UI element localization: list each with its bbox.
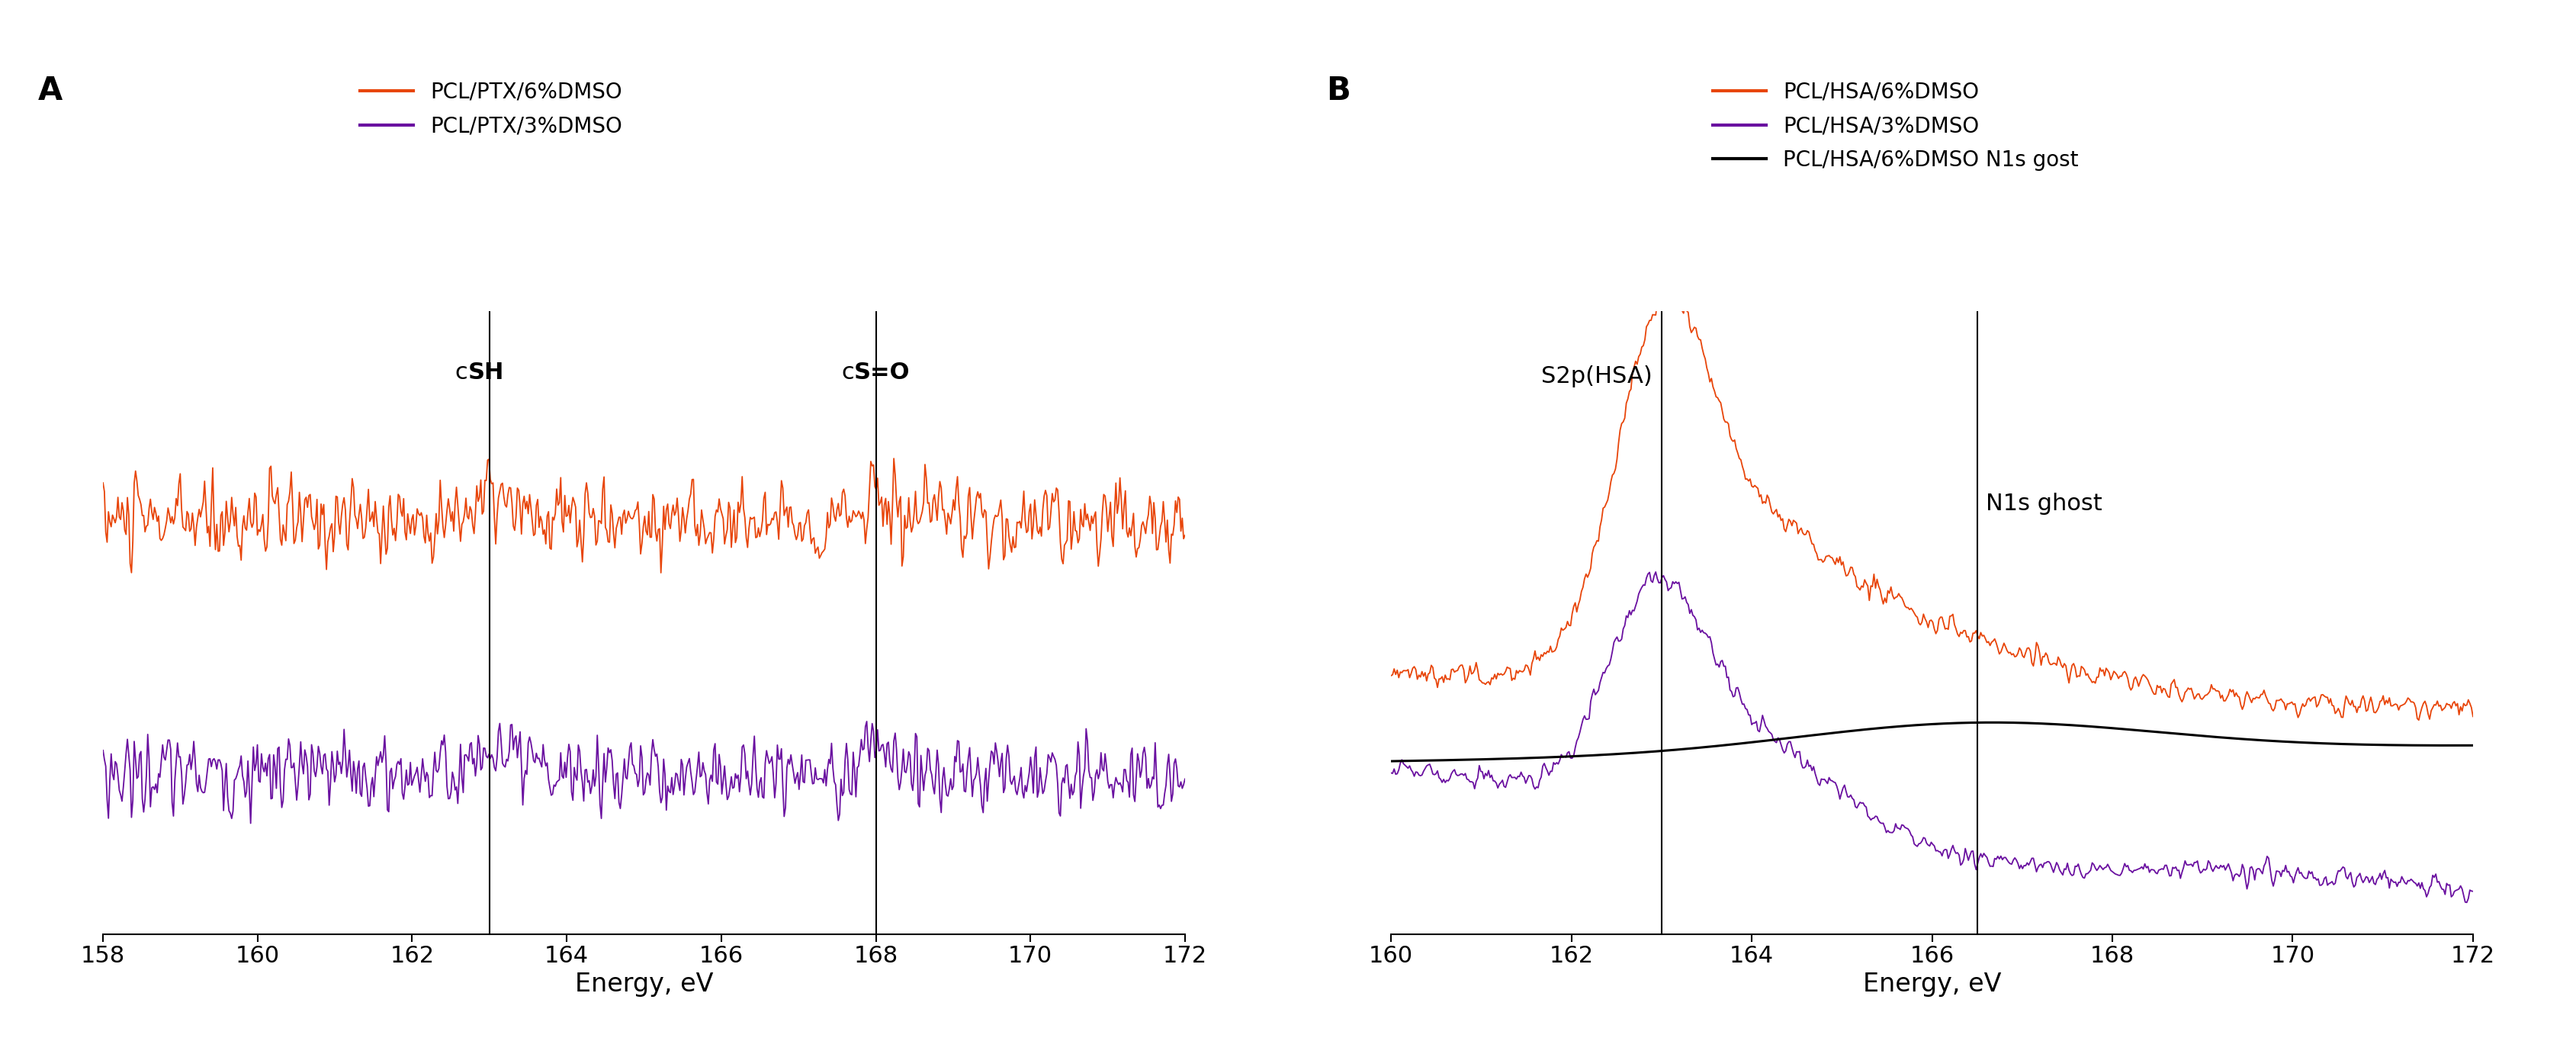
X-axis label: Energy, eV: Energy, eV (574, 972, 714, 996)
Text: c: c (456, 361, 469, 384)
Text: A: A (39, 75, 62, 107)
Text: c: c (842, 361, 855, 384)
Legend: PCL/PTX/6%DMSO, PCL/PTX/3%DMSO: PCL/PTX/6%DMSO, PCL/PTX/3%DMSO (353, 73, 631, 145)
Legend: PCL/HSA/6%DMSO, PCL/HSA/3%DMSO, PCL/HSA/6%DMSO N1s gost: PCL/HSA/6%DMSO, PCL/HSA/3%DMSO, PCL/HSA/… (1705, 73, 2087, 180)
Text: N1s ghost: N1s ghost (1986, 493, 2102, 515)
Text: B: B (1327, 75, 1350, 107)
Text: S2p(HSA): S2p(HSA) (1540, 365, 1654, 387)
Text: SH: SH (469, 361, 505, 384)
X-axis label: Energy, eV: Energy, eV (1862, 972, 2002, 996)
Text: S=O: S=O (855, 361, 909, 384)
